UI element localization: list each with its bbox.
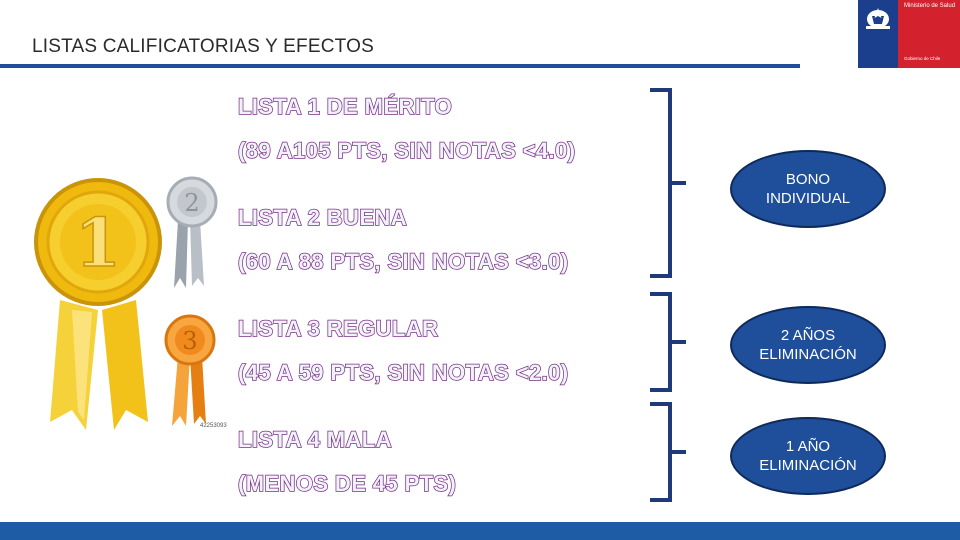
list-criteria: (89 A105 PTS, SIN NOTAS <4.0) [237, 137, 576, 164]
list-item-2: LISTA 2 BUENA (60 A 88 PTS, SIN NOTAS <3… [237, 196, 569, 284]
list-criteria: (60 A 88 PTS, SIN NOTAS <3.0) [237, 248, 569, 275]
list-item-4: LISTA 4 MALA (MENOS DE 45 PTS) [237, 418, 457, 506]
list-item-3: LISTA 3 REGULAR (45 A 59 PTS, SIN NOTAS … [237, 307, 569, 395]
list-name: LISTA 2 BUENA [237, 204, 407, 231]
list-item-1: LISTA 1 DE MÉRITO (89 A105 PTS, SIN NOTA… [237, 85, 576, 173]
page-title: LISTAS CALIFICATORIAS Y EFECTOS [32, 36, 374, 57]
title-underline [0, 64, 800, 68]
gold-medal: 1 [34, 178, 162, 430]
effect-line-1: 1 AÑO [785, 438, 831, 455]
effect-2-anos-eliminacion: 2 AÑOS ELIMINACIÓN [730, 306, 886, 384]
list-name: LISTA 1 DE MÉRITO [237, 93, 453, 120]
bronze-medal: 3 [164, 314, 216, 426]
list-criteria: (MENOS DE 45 PTS) [237, 470, 457, 497]
list-criteria: (45 A 59 PTS, SIN NOTAS <2.0) [237, 359, 569, 386]
effect-line-2: ELIMINACIÓN [759, 346, 857, 363]
effect-line-1: BONO [785, 171, 831, 188]
list-name: LISTA 4 MALA [237, 426, 392, 453]
bronze-medal-number: 3 [182, 327, 197, 355]
silver-medal: 2 [166, 176, 218, 288]
bracket-lists-1-2 [650, 88, 686, 278]
image-credit: 42253093 [200, 423, 227, 429]
effect-line-2: ELIMINACIÓN [759, 457, 857, 474]
effect-bono-individual: BONO INDIVIDUAL [730, 150, 886, 228]
effect-line-2: INDIVIDUAL [765, 190, 851, 207]
footer-bar [0, 522, 960, 540]
bracket-list-3 [650, 292, 686, 392]
medals-illustration: 2 3 1 [34, 176, 218, 430]
silver-medal-number: 2 [184, 189, 199, 217]
bracket-list-4 [650, 402, 686, 502]
logo-red-block [898, 0, 960, 68]
logo-government-text: Gobierno de Chile [904, 56, 941, 61]
effect-1-ano-eliminacion: 1 AÑO ELIMINACIÓN [730, 417, 886, 495]
coat-of-arms-icon [866, 8, 890, 29]
gold-medal-number: 1 [75, 204, 121, 282]
effect-line-1: 2 AÑOS [780, 327, 836, 344]
list-name: LISTA 3 REGULAR [237, 315, 439, 342]
ministry-logo: Ministerio de Salud Gobierno de Chile [858, 0, 960, 68]
logo-ministry-text: Ministerio de Salud [904, 3, 956, 9]
